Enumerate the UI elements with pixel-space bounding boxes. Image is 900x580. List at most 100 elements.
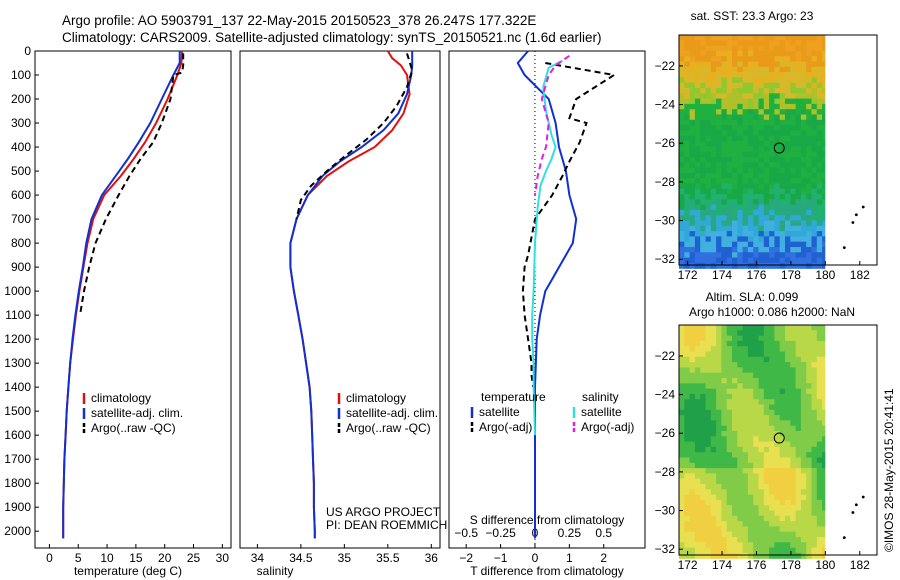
map-cell (811, 146, 818, 153)
map-cell (710, 552, 717, 559)
map-cell (753, 35, 760, 41)
map-cell (716, 510, 722, 517)
map-cell (716, 45, 722, 52)
map-cell (742, 45, 749, 52)
map-cell (769, 220, 775, 227)
map-cell (710, 146, 717, 153)
map-cell (753, 325, 760, 331)
map-cell (721, 494, 728, 501)
map-cell (710, 431, 717, 437)
map-cell (700, 194, 707, 200)
map-cell (811, 346, 818, 353)
map-cell (785, 446, 791, 453)
map-cell (721, 547, 728, 554)
map-cell (822, 441, 826, 448)
map-cell (705, 77, 712, 84)
map-cell (694, 521, 701, 527)
lon-tick-label: 172 (678, 268, 698, 282)
map-cell (785, 531, 791, 538)
map-cell (737, 146, 744, 153)
map-cell (806, 346, 813, 353)
map-cell (816, 484, 823, 490)
map-cell (763, 188, 770, 195)
map-cell (769, 526, 775, 533)
y-tick-label: 1400 (4, 380, 31, 394)
map-cell (684, 346, 691, 353)
map-cell (679, 114, 685, 121)
map-cell (790, 547, 797, 554)
map-cell (679, 109, 685, 116)
map-cell (694, 372, 701, 379)
map-cell (795, 473, 802, 480)
map-cell (737, 93, 744, 100)
map-cell (747, 35, 754, 41)
map-cell (822, 362, 826, 368)
map-cell (753, 505, 760, 512)
map-cell (800, 404, 807, 411)
map-cell (732, 484, 738, 490)
map-cell (774, 404, 781, 411)
map-cell (747, 225, 754, 232)
map-cell (806, 462, 813, 469)
map-cell (732, 241, 738, 248)
map-cell (779, 335, 786, 342)
map-cell (763, 93, 770, 100)
map-cell (737, 178, 744, 184)
map-cell (822, 499, 826, 506)
map-cell (785, 204, 791, 211)
map-cell (742, 252, 749, 259)
map-cell (753, 125, 760, 131)
map-cell (721, 66, 728, 73)
map-cell (790, 552, 797, 559)
map-cell (747, 40, 754, 47)
map-cell (684, 262, 691, 269)
map-cell (710, 515, 717, 522)
map-cell (779, 61, 786, 68)
map-cell (785, 552, 791, 559)
map-cell (800, 156, 807, 163)
map-cell (742, 372, 749, 379)
x-tick-label: 35 (338, 551, 352, 565)
map-cell (716, 441, 722, 448)
map-cell (806, 151, 813, 158)
map-cell (774, 98, 781, 105)
map-cell (700, 552, 707, 559)
map-cell (700, 510, 707, 517)
map-cell (758, 194, 765, 200)
map-cell (726, 114, 733, 121)
map-cell (763, 515, 770, 522)
map-cell (774, 257, 781, 264)
map-cell (816, 325, 823, 331)
map-cell (689, 393, 696, 400)
map-cell (816, 252, 823, 259)
map-cell (790, 362, 797, 368)
map-cell (716, 457, 722, 464)
map-cell (700, 35, 707, 41)
map-cell (705, 40, 712, 47)
map-cell (679, 56, 685, 63)
map-cell (800, 325, 807, 331)
map-cell (822, 335, 826, 342)
map-cell (689, 484, 696, 490)
map-cell (679, 50, 685, 57)
map-cell (790, 194, 797, 200)
map-cell (710, 262, 717, 269)
map-cell (742, 531, 749, 538)
map-cell (747, 231, 754, 237)
map-cell (763, 446, 770, 453)
map-cell (679, 505, 685, 512)
map-cell (684, 457, 691, 464)
map-cell (800, 77, 807, 84)
map-cell (785, 103, 791, 110)
map-cell (774, 93, 781, 100)
map-cell (684, 209, 691, 216)
map-cell (785, 489, 791, 496)
map-cell (710, 526, 717, 533)
map-cell (700, 82, 707, 89)
map-cell (721, 262, 728, 269)
map-cell (763, 484, 770, 490)
map-cell (763, 372, 770, 379)
map-cell (806, 77, 813, 84)
map-cell (774, 236, 781, 243)
map-cell (822, 231, 826, 237)
